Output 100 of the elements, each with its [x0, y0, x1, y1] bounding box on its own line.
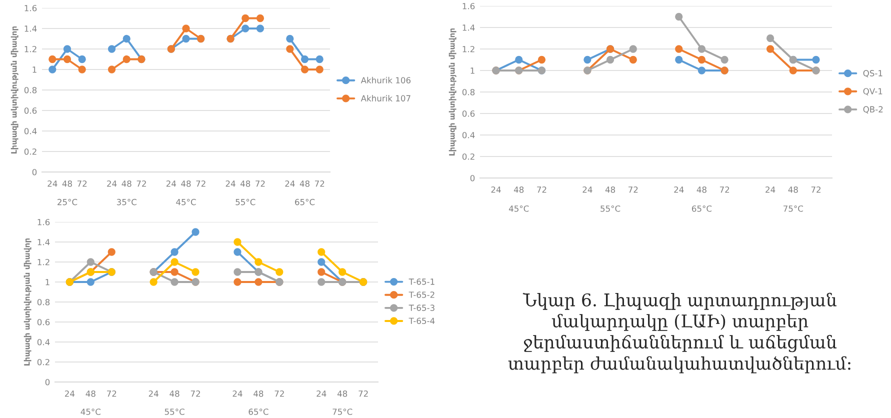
- x-tick-label: 72: [107, 390, 116, 397]
- point: [318, 268, 326, 276]
- point: [234, 238, 242, 246]
- x-tick-label: 48: [300, 180, 310, 187]
- point: [150, 278, 158, 286]
- x-tick-label: 48: [514, 186, 524, 193]
- point: [256, 24, 264, 32]
- point: [276, 268, 284, 276]
- text: 45°C: [508, 205, 529, 212]
- legend-label: QB-2: [863, 106, 883, 114]
- point: [538, 56, 546, 64]
- point: [234, 268, 242, 276]
- text: 55°C: [600, 205, 620, 212]
- x-tick-label: 24: [107, 180, 117, 187]
- point: [316, 55, 324, 64]
- y-tick-label: 0.8: [37, 298, 50, 306]
- y-tick-label: 0.4: [37, 338, 50, 346]
- x-tick-label: 48: [181, 180, 191, 187]
- x-tick-label: 48: [254, 390, 264, 397]
- text: 75°C: [784, 205, 803, 212]
- point: [48, 66, 56, 74]
- point: [675, 45, 683, 53]
- y-tick-label: 0.6: [24, 107, 37, 114]
- point: [254, 278, 262, 286]
- point: [606, 56, 614, 64]
- x-tick-label: 72: [77, 180, 87, 187]
- point: [629, 56, 637, 64]
- point: [48, 55, 56, 64]
- text: 45°C: [80, 408, 100, 415]
- y-tick-label: 1: [470, 68, 474, 74]
- point: [698, 56, 706, 64]
- text: 65°C: [295, 198, 315, 206]
- x-tick-label: 24: [48, 180, 58, 187]
- point: [86, 278, 94, 286]
- point: [122, 34, 130, 43]
- point: [122, 55, 130, 64]
- point: [108, 248, 116, 256]
- x-tick-label: 48: [170, 390, 180, 397]
- point: [182, 34, 190, 43]
- y-tick-label: 1.2: [462, 46, 474, 52]
- point: [698, 66, 706, 74]
- point: [78, 55, 86, 64]
- point: [242, 24, 250, 32]
- point: [63, 55, 72, 64]
- legend-label: Akhurik 107: [360, 95, 410, 102]
- x-tick-label: 24: [285, 180, 295, 187]
- x-tick-label: 72: [274, 390, 284, 397]
- y-tick-label: 1.4: [462, 24, 475, 31]
- y-tick-label: 1.2: [38, 258, 50, 266]
- point: [86, 258, 94, 266]
- point: [286, 34, 294, 43]
- x-tick-label: 48: [122, 180, 132, 187]
- point: [170, 268, 178, 276]
- text: 75°C: [332, 408, 352, 415]
- y-tick-label: 0.4: [24, 128, 37, 134]
- point: [192, 268, 200, 276]
- y-tick-label: 1.6: [38, 218, 50, 226]
- x-tick-label: 72: [811, 186, 820, 193]
- point: [300, 55, 309, 64]
- point: [584, 56, 592, 64]
- x-tick-label: 48: [605, 186, 616, 193]
- x-tick-label: 72: [196, 180, 206, 187]
- text: 55°C: [236, 198, 256, 206]
- point: [108, 66, 116, 74]
- legend-label: QS-1: [863, 70, 882, 78]
- y-tick-label: 0.6: [37, 318, 50, 326]
- x-tick-label: 72: [537, 186, 546, 193]
- point: [78, 66, 86, 74]
- point: [63, 45, 72, 53]
- x-tick-label: 24: [491, 186, 501, 193]
- text: 65°C: [692, 205, 712, 212]
- x-tick-label: 24: [582, 186, 592, 193]
- y-tick-label: 1.4: [24, 26, 37, 32]
- point: [515, 56, 523, 64]
- x-tick-label: 48: [788, 186, 798, 193]
- y-tick-label: 0.2: [462, 153, 474, 160]
- point: [170, 258, 178, 266]
- x-tick-label: 24: [64, 390, 75, 397]
- x-tick-label: 72: [720, 186, 730, 193]
- x-tick-label: 72: [358, 390, 368, 397]
- x-tick-label: 24: [766, 186, 776, 193]
- point: [182, 24, 190, 32]
- x-tick-label: 48: [696, 186, 706, 193]
- x-tick-label: 48: [86, 390, 96, 397]
- y-tick-label: 0.2: [24, 148, 36, 155]
- text: 55°C: [164, 408, 184, 415]
- point: [192, 228, 200, 236]
- point: [766, 34, 774, 42]
- legend-label: QV-1: [863, 88, 882, 96]
- point: [242, 14, 250, 22]
- y-tick-label: 0: [470, 174, 475, 182]
- y-tick-label: 1: [46, 279, 50, 286]
- legend-label: T-65-1: [408, 278, 434, 285]
- legend-label: T-65-2: [408, 292, 434, 298]
- point: [675, 56, 683, 64]
- point: [720, 56, 728, 64]
- legend-label: T-65-3: [408, 304, 434, 311]
- y-tick-label: 0.8: [462, 88, 475, 96]
- point: [318, 278, 326, 286]
- x-tick-label: 24: [148, 390, 158, 397]
